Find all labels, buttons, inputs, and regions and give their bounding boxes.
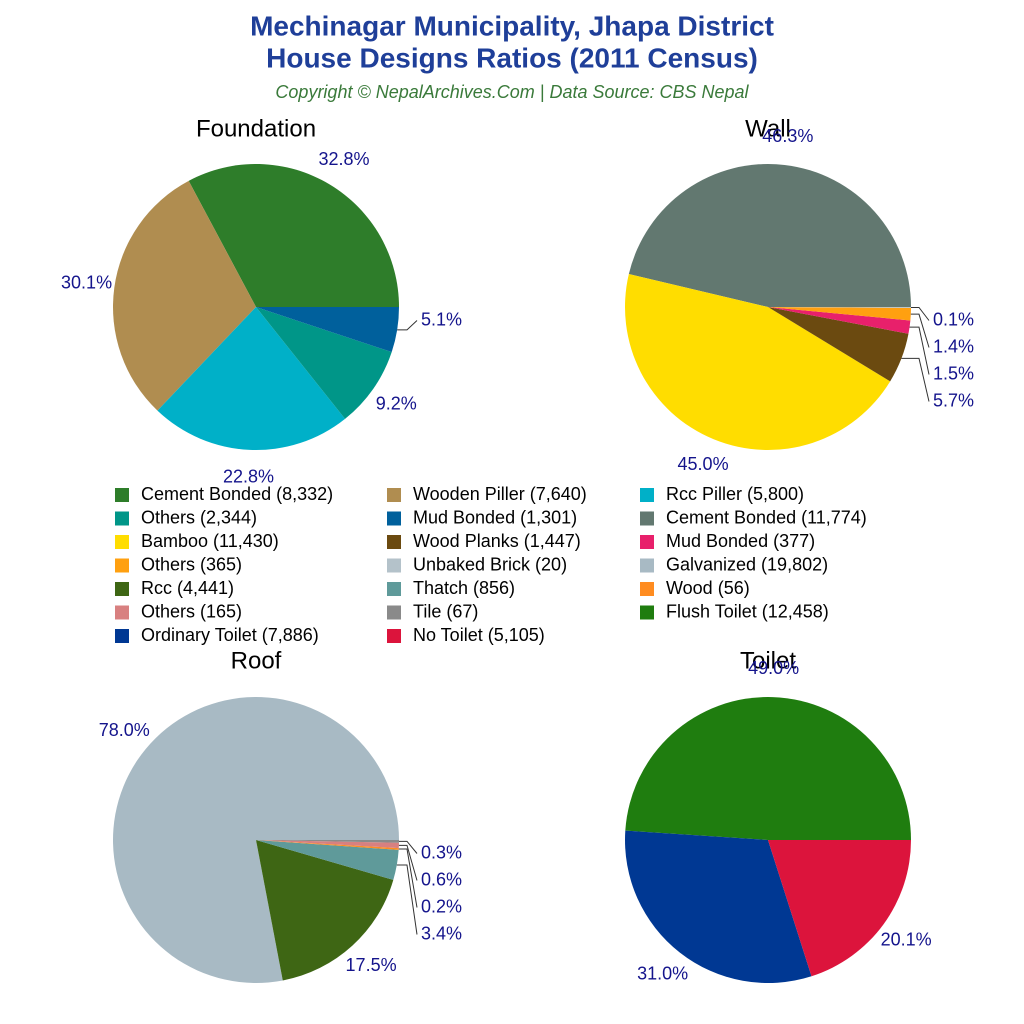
- pie-slice: [625, 830, 812, 983]
- value-label: 1.5%: [933, 363, 974, 383]
- leader-line: [397, 320, 418, 331]
- legend-swatch: [640, 582, 654, 596]
- value-label: 45.0%: [678, 454, 729, 474]
- legend-swatch: [387, 535, 401, 549]
- pie-slice: [628, 164, 911, 307]
- legend-label: Galvanized (19,802): [666, 554, 828, 574]
- value-label: 1.4%: [933, 336, 974, 356]
- leader-line: [910, 313, 930, 348]
- legend-swatch: [115, 582, 129, 596]
- value-label: 20.1%: [881, 930, 932, 950]
- pie-slice: [256, 840, 399, 850]
- legend-swatch: [387, 605, 401, 620]
- pie-slice: [768, 307, 909, 382]
- value-label: 3.4%: [421, 923, 462, 943]
- legend-swatch: [115, 605, 129, 620]
- legend-swatch: [387, 582, 401, 596]
- legend-label: Others (365): [141, 554, 242, 574]
- leader-line: [910, 306, 930, 321]
- legend-swatch: [387, 488, 401, 502]
- value-label: 0.3%: [421, 842, 462, 862]
- legend-label: Others (165): [141, 601, 242, 621]
- legend-label: Rcc (4,441): [141, 578, 234, 598]
- legend-label: Mud Bonded (377): [666, 531, 815, 551]
- legend-swatch: [640, 558, 654, 573]
- pie-slice: [768, 840, 911, 977]
- value-label: 46.3%: [762, 126, 813, 146]
- legend-label: Others (2,344): [141, 507, 257, 527]
- legend-label: No Toilet (5,105): [413, 625, 545, 645]
- legend-label: Bamboo (11,430): [141, 531, 279, 551]
- chart-title: Mechinagar Municipality, Jhapa District: [250, 10, 774, 41]
- pie-slice: [625, 696, 911, 840]
- legend-swatch: [387, 558, 401, 573]
- pie-slice: [256, 840, 394, 981]
- value-label: 5.1%: [421, 309, 462, 329]
- pie-slice: [256, 840, 399, 880]
- legend-swatch: [115, 629, 129, 643]
- leader-line: [909, 326, 930, 375]
- leader-line: [398, 848, 418, 908]
- legend-label: Flush Toilet (12,458): [666, 601, 829, 621]
- leader-line: [398, 840, 418, 854]
- value-label: 49.0%: [748, 658, 799, 678]
- legend-swatch: [640, 535, 654, 549]
- chart-title: House Designs Ratios (2011 Census): [266, 42, 758, 73]
- value-label: 31.0%: [637, 963, 688, 983]
- pie-slice: [768, 307, 911, 334]
- pie-title: Wall: [745, 115, 791, 142]
- value-label: 30.1%: [61, 273, 112, 293]
- legend-label: Wood (56): [666, 578, 750, 598]
- pie-slice: [113, 180, 256, 411]
- leader-line: [396, 864, 418, 935]
- legend-label: Ordinary Toilet (7,886): [141, 625, 319, 645]
- legend-swatch: [115, 511, 129, 526]
- legend-swatch: [115, 488, 129, 502]
- legend-label: Wooden Piller (7,640): [413, 484, 587, 504]
- leader-line: [901, 357, 930, 402]
- leader-line: [398, 844, 418, 881]
- legend-swatch: [640, 511, 654, 526]
- pie-slice: [256, 307, 399, 353]
- pie-slice: [188, 164, 399, 307]
- value-label: 0.2%: [421, 896, 462, 916]
- value-label: 22.8%: [223, 467, 274, 487]
- pie-title: Toilet: [740, 647, 796, 674]
- legend-label: Thatch (856): [413, 578, 515, 598]
- pie-slice: [256, 840, 399, 843]
- legend-label: Tile (67): [413, 601, 478, 621]
- pie-slice: [157, 307, 346, 450]
- value-label: 32.8%: [318, 149, 369, 169]
- legend-label: Mud Bonded (1,301): [413, 507, 577, 527]
- legend-swatch: [115, 535, 129, 549]
- legend-label: Wood Planks (1,447): [413, 531, 581, 551]
- legend-label: Cement Bonded (8,332): [141, 484, 333, 504]
- legend-swatch: [387, 511, 401, 526]
- value-label: 78.0%: [99, 720, 150, 740]
- pie-slice: [256, 840, 399, 849]
- pie-slice: [113, 697, 399, 984]
- pie-slice: [768, 307, 911, 308]
- pie-slice: [768, 307, 911, 321]
- legend-label: Cement Bonded (11,774): [666, 507, 867, 527]
- legend-swatch: [640, 605, 654, 620]
- value-label: 0.6%: [421, 869, 462, 889]
- pie-title: Foundation: [196, 115, 316, 142]
- chart-subtitle: Copyright © NepalArchives.Com | Data Sou…: [275, 82, 749, 102]
- value-label: 9.2%: [376, 394, 417, 414]
- value-label: 0.1%: [933, 309, 974, 329]
- pie-slice: [625, 274, 891, 450]
- legend-swatch: [387, 629, 401, 643]
- value-label: 17.5%: [346, 955, 397, 975]
- pie-title: Roof: [231, 647, 282, 674]
- pie-slice: [256, 307, 392, 419]
- legend-swatch: [115, 558, 129, 573]
- value-label: 5.7%: [933, 390, 974, 410]
- legend-swatch: [640, 488, 654, 502]
- legend-label: Rcc Piller (5,800): [666, 484, 804, 504]
- legend-label: Unbaked Brick (20): [413, 554, 567, 574]
